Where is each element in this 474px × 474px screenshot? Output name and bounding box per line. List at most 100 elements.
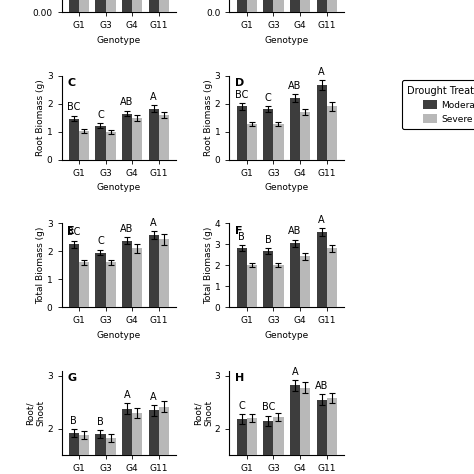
Text: AB: AB [288, 227, 301, 237]
Bar [300, 388, 310, 474]
Bar [327, 398, 337, 474]
X-axis label: Genotype: Genotype [264, 36, 309, 45]
Bar [327, 107, 337, 160]
Text: G: G [67, 373, 76, 383]
Bar [263, 0, 273, 12]
Bar [132, 118, 142, 160]
Bar [106, 263, 116, 308]
Bar [237, 419, 247, 474]
Bar [122, 409, 132, 474]
Bar [149, 109, 159, 160]
Text: B: B [238, 232, 245, 242]
Bar [122, 0, 132, 12]
Text: BC: BC [67, 228, 81, 237]
Text: B: B [97, 417, 104, 427]
Bar [69, 433, 79, 474]
Bar [95, 0, 106, 12]
Bar [290, 385, 300, 474]
Bar [79, 263, 89, 308]
Y-axis label: Root/
Shoot: Root/ Shoot [194, 400, 213, 426]
Bar [69, 118, 79, 160]
Y-axis label: Root Biomass (g): Root Biomass (g) [204, 79, 213, 156]
Bar [273, 124, 283, 160]
Bar [290, 243, 300, 308]
Text: AB: AB [120, 224, 134, 234]
Legend: Moderate, Severe: Moderate, Severe [402, 80, 474, 129]
Text: F: F [235, 226, 243, 236]
Text: B: B [265, 235, 272, 245]
Bar [95, 434, 106, 474]
Bar [237, 107, 247, 160]
Bar [122, 241, 132, 308]
Bar [159, 239, 169, 308]
Bar [300, 0, 310, 12]
Bar [327, 0, 337, 12]
Text: A: A [318, 215, 325, 225]
Bar [79, 435, 89, 474]
Text: AB: AB [120, 97, 134, 107]
Text: BC: BC [67, 102, 81, 112]
Text: BC: BC [235, 90, 248, 100]
Bar [159, 407, 169, 474]
Bar [159, 115, 169, 160]
Bar [149, 0, 159, 12]
Text: A: A [150, 92, 157, 102]
X-axis label: Genotype: Genotype [264, 331, 309, 340]
Bar [122, 113, 132, 160]
Bar [159, 0, 169, 12]
Bar [79, 131, 89, 160]
Bar [79, 0, 89, 12]
Bar [149, 410, 159, 474]
Bar [317, 85, 327, 160]
X-axis label: Genotype: Genotype [264, 183, 309, 192]
Bar [132, 413, 142, 474]
Text: C: C [238, 401, 245, 410]
Text: AB: AB [288, 81, 301, 91]
Bar [237, 0, 247, 12]
Bar [317, 0, 327, 12]
Bar [263, 109, 273, 160]
Text: BC: BC [262, 402, 275, 412]
Text: D: D [235, 78, 245, 88]
Bar [290, 98, 300, 160]
Bar [247, 0, 257, 12]
Text: B: B [71, 416, 77, 426]
Bar [273, 265, 283, 308]
Bar [300, 112, 310, 160]
Text: C: C [67, 78, 75, 88]
Bar [263, 421, 273, 474]
Bar [69, 0, 79, 12]
Bar [132, 248, 142, 308]
X-axis label: Genotype: Genotype [97, 36, 141, 45]
Bar [317, 400, 327, 474]
Bar [132, 0, 142, 12]
Text: A: A [318, 67, 325, 77]
Bar [106, 0, 116, 12]
Y-axis label: Root Biomass (g): Root Biomass (g) [36, 79, 46, 156]
Text: C: C [265, 93, 272, 103]
Bar [95, 253, 106, 308]
Bar [106, 438, 116, 474]
X-axis label: Genotype: Genotype [97, 331, 141, 340]
Y-axis label: Root/
Shoot: Root/ Shoot [26, 400, 46, 426]
Bar [290, 0, 300, 12]
Text: AB: AB [315, 381, 328, 391]
Bar [247, 418, 257, 474]
Text: A: A [124, 390, 130, 400]
Bar [69, 244, 79, 308]
Bar [317, 232, 327, 308]
Text: H: H [235, 373, 245, 383]
Bar [247, 265, 257, 308]
Bar [106, 132, 116, 160]
Bar [247, 124, 257, 160]
Bar [273, 0, 283, 12]
Text: C: C [97, 237, 104, 246]
Bar [149, 235, 159, 308]
Bar [327, 248, 337, 308]
Y-axis label: Total Biomass (g): Total Biomass (g) [204, 227, 213, 304]
Text: E: E [67, 226, 75, 236]
Bar [95, 126, 106, 160]
X-axis label: Genotype: Genotype [97, 183, 141, 192]
Text: A: A [292, 367, 298, 377]
Y-axis label: Total Biomass (g): Total Biomass (g) [36, 227, 46, 304]
